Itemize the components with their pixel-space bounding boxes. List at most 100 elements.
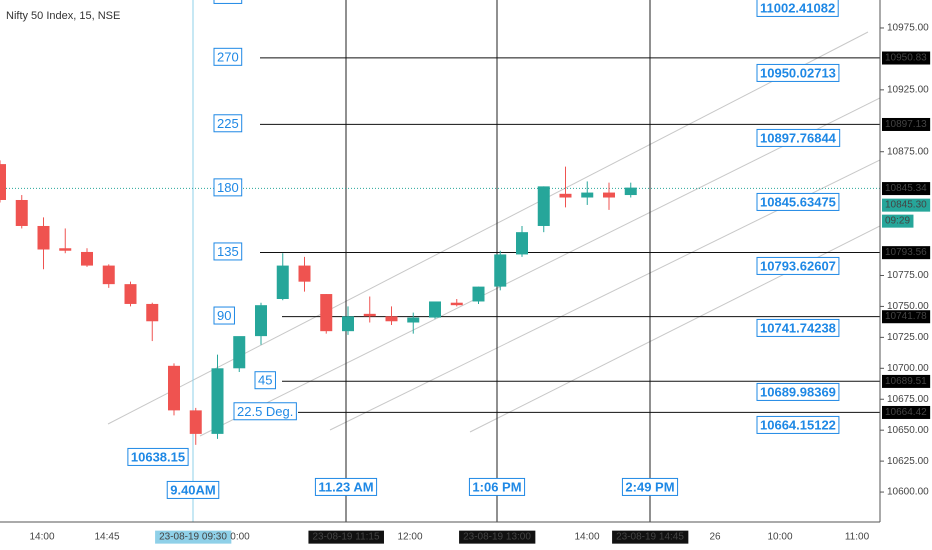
gann-projection-label-box	[756, 128, 841, 147]
gann-projection-label: 11002.41082	[760, 0, 835, 15]
price-axis-bg	[880, 0, 932, 550]
gann-price-label-box	[882, 51, 931, 65]
gann-angle-label: 180	[217, 180, 239, 195]
countdown-label: 09:29	[885, 216, 910, 227]
gann-projection-label-box	[756, 256, 840, 275]
chart-title: Nifty 50 Index, 15, NSE	[6, 10, 120, 22]
candle-body	[81, 251, 93, 266]
y-tick-label: 10775.00	[887, 270, 929, 281]
channel-lines	[107, 31, 880, 437]
y-tick-label: 10725.00	[887, 332, 929, 343]
gann-projection-label: 10793.62607	[760, 258, 836, 273]
candle-body	[255, 305, 267, 337]
plot	[0, 0, 880, 522]
gann-angle-label-box	[213, 306, 235, 325]
candle-body	[429, 301, 441, 318]
gann-price-label-box	[882, 117, 931, 131]
candle-body	[15, 199, 28, 226]
time-axis-label-box	[308, 530, 384, 544]
y-tick-label: 10600.00	[887, 487, 929, 498]
candle-body	[102, 265, 115, 285]
time-axis-label: 23-08-19 09:30	[159, 532, 227, 543]
gann-angle-label: 135	[217, 244, 239, 259]
gann-angle-label-box	[213, 242, 243, 261]
current-price-label: 10845.30	[885, 200, 927, 211]
time-axis-label: 23-08-19 13:00	[463, 532, 531, 543]
gann-angle-label-box	[213, 0, 243, 4]
candle-body	[450, 302, 463, 306]
gann-projection-label: 10950.02713	[760, 65, 836, 80]
gann-price-label: 10793.56	[885, 247, 927, 258]
gann-angle-label: 270	[217, 49, 239, 64]
time-marker-label: 1:06 PM	[472, 479, 521, 494]
y-tick-label: 10675.00	[887, 394, 929, 405]
candle-body	[124, 284, 137, 304]
candle-body	[342, 316, 354, 332]
time-axis-label: 14:00	[29, 532, 54, 543]
candle-body	[59, 248, 72, 251]
low-label-box	[127, 447, 189, 466]
time-marker-label-box	[468, 477, 526, 496]
time-axis-label: 14:00	[574, 532, 599, 543]
y-tick-label: 10975.00	[887, 23, 929, 34]
candle-body	[189, 410, 202, 434]
candle-body	[0, 164, 6, 200]
candle-body	[146, 303, 159, 322]
gann-price-label-box	[882, 310, 931, 324]
gann-price-label-box	[882, 405, 931, 419]
channel-line	[199, 97, 880, 437]
candle-body	[472, 286, 485, 302]
gann-angle-label: 315	[217, 0, 239, 2]
gann-price-label: 10741.78	[885, 311, 927, 322]
time-marker-label: 11.23 AM	[318, 479, 373, 494]
gann-angle-label: 225	[217, 116, 239, 131]
time-marker-label: 9.40AM	[170, 482, 216, 497]
gann-projection-label-box	[756, 192, 840, 211]
gann-angle-label-box	[254, 371, 276, 390]
gann-projection-label-box	[756, 63, 840, 82]
gann-price-label-box	[882, 246, 931, 260]
candle-body	[603, 192, 615, 198]
channel-line	[107, 31, 869, 425]
time-axis-label-box	[155, 530, 232, 544]
time-axis-label: 23-08-19 14:45	[616, 532, 684, 543]
candle-body	[581, 192, 594, 198]
y-tick-label: 10875.00	[887, 146, 929, 157]
y-tick-label: 10650.00	[887, 425, 929, 436]
gann-price-label: 10950.83	[885, 53, 927, 64]
candle-body	[407, 317, 420, 323]
time-axis-label: 11:00	[845, 532, 870, 543]
gann-price-label: 10664.42	[885, 407, 927, 418]
gann-projection-label: 10689.98369	[760, 384, 836, 399]
gann-price-label-box	[882, 182, 931, 196]
gann-projection-label: 10897.76844	[760, 130, 837, 145]
time-marker-label: 2:49 PM	[625, 479, 674, 494]
time-marker-label-box	[166, 480, 220, 499]
time-axis-label: 26	[709, 532, 721, 543]
time-axis-label-box	[459, 530, 536, 544]
gann-projection-label: 10741.74238	[760, 320, 836, 335]
candle-body	[516, 232, 528, 255]
candle-body	[37, 225, 50, 250]
gann-price-label: 10845.34	[885, 183, 927, 194]
gann-price-label: 10897.13	[885, 119, 927, 130]
gann-angle-label-box	[213, 47, 243, 66]
time-axis-label: 12:00	[397, 532, 422, 543]
current-price-label-box	[882, 198, 931, 212]
y-tick-label: 10700.00	[887, 363, 929, 374]
gann-angle-label: 22.5 Deg.	[237, 404, 293, 419]
time-axis-label: 0:00	[230, 532, 250, 543]
candle-body	[320, 294, 333, 332]
low-label: 10638.15	[131, 449, 185, 464]
gann-projection-label: 10664.15122	[760, 417, 836, 432]
candle-body	[624, 187, 637, 196]
candle-body	[233, 336, 246, 369]
gann-projection-label-box	[756, 382, 840, 401]
candle-body	[168, 365, 180, 411]
gann-projection-label-box	[756, 0, 839, 17]
gann-angle-label-box	[213, 178, 243, 197]
time-axis-label: 10:00	[767, 532, 792, 543]
candle-body	[298, 265, 311, 282]
